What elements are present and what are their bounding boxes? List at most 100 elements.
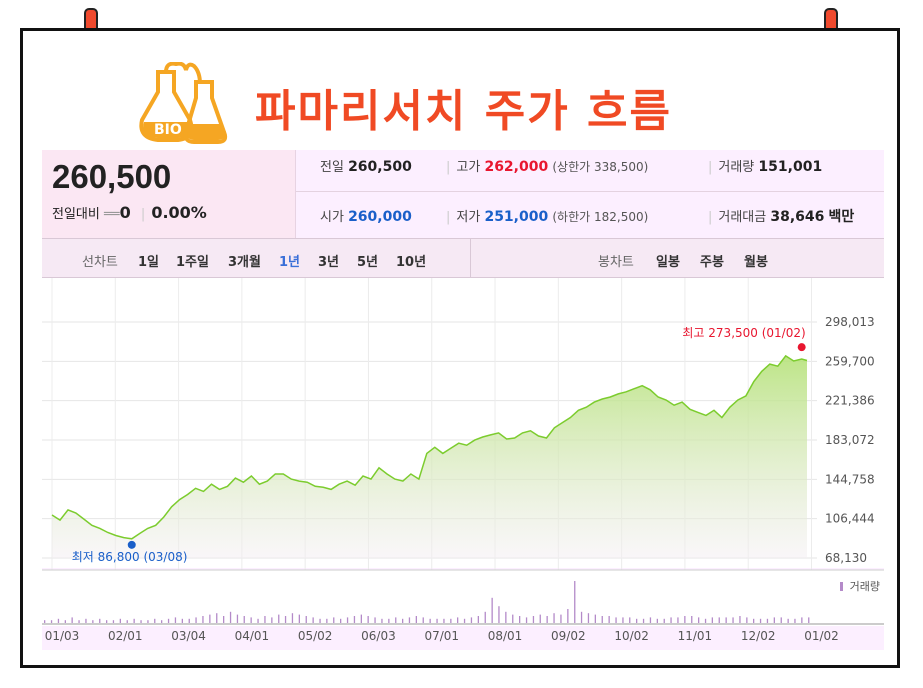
divider: | (446, 210, 451, 225)
volume-bar (594, 614, 596, 623)
volume-bar (271, 617, 273, 623)
volume-bar (794, 618, 796, 623)
volume-bar (457, 617, 459, 623)
volume-bar (140, 620, 142, 623)
change-pct: 0.00% (151, 203, 207, 222)
x-tick-label: 09/02 (551, 629, 586, 643)
divider: | (140, 207, 146, 222)
volume-bar (236, 614, 239, 623)
volume-bar (374, 617, 376, 623)
low-value: 251,000 (484, 209, 549, 225)
volume-bar (801, 617, 803, 623)
volume-background (42, 570, 884, 626)
tab-weekly[interactable]: 주봉 (700, 255, 724, 270)
tab-10year[interactable]: 10년 (396, 255, 427, 270)
volume-bar (395, 617, 397, 623)
volume-bar (243, 616, 245, 623)
divider: | (446, 160, 451, 175)
volume-bar (188, 618, 190, 623)
upper-limit: (상한가 338,500) (552, 160, 649, 174)
volume-bar (202, 616, 204, 623)
volume-bar (422, 617, 424, 623)
volume-bar (525, 617, 528, 623)
volume-bar (408, 617, 411, 623)
x-tick-label: 03/04 (171, 629, 206, 643)
tab-5year[interactable]: 5년 (357, 255, 379, 270)
volume-bar (615, 617, 617, 623)
volume-bar (119, 618, 121, 623)
volume-bar (216, 613, 218, 623)
volume-bar (732, 617, 734, 623)
change-value: 0 (119, 203, 131, 222)
volume-bar (691, 616, 693, 623)
volume-bar (642, 618, 645, 623)
volume-bar (381, 618, 383, 623)
x-tick-label: 07/01 (424, 629, 459, 643)
volume-bar (698, 617, 700, 623)
volume-bar (649, 617, 652, 623)
volume-bar (147, 620, 149, 623)
bio-flask-logo: BIO (139, 62, 228, 144)
volume-bar (746, 617, 748, 623)
volume-bar (670, 617, 672, 623)
volume-bar (505, 611, 507, 623)
volume-bar (167, 618, 170, 623)
low-price: | 저가 251,000 (하한가 182,500) (440, 206, 648, 225)
volume-bar (470, 617, 473, 623)
low-marker (127, 540, 136, 549)
tab-divider (470, 239, 471, 279)
x-tick-label: 12/02 (741, 629, 776, 643)
x-tick-label: 01/03 (45, 629, 80, 643)
tab-daily[interactable]: 일봉 (656, 255, 680, 270)
volume-bar (567, 609, 569, 623)
low-label: 저가 (456, 210, 481, 225)
stock-widget: 260,500 전일대비 ══0 | 0.00% 전일 260,500 | 고가 2… (42, 150, 884, 650)
x-tick-label: 08/01 (488, 629, 523, 643)
current-price: 260,500 (52, 158, 172, 195)
y-tick-label: 298,013 (825, 315, 875, 329)
tab-1year[interactable]: 1년 (279, 255, 301, 270)
volume-axis-label: 거래량 (850, 580, 880, 593)
logo-text: BIO (154, 122, 182, 138)
volume-bar (622, 617, 624, 623)
volume-bar (656, 618, 658, 623)
volume-bar (312, 617, 314, 623)
volume-bar (346, 617, 349, 623)
volume-bar (250, 617, 252, 623)
high-label: 고가 (456, 160, 481, 175)
volume-bar (684, 616, 686, 623)
volume-bar (539, 614, 541, 623)
volume-bar (574, 581, 576, 623)
volume-bar (415, 616, 417, 623)
x-tick-label: 11/01 (678, 629, 713, 643)
low-annotation: 최저 86,800 (03/08) (72, 550, 188, 564)
volume-bar (319, 618, 321, 623)
volume-bar (739, 616, 741, 623)
volume-bar (477, 616, 479, 623)
volume-bar (291, 613, 294, 623)
volume-bar (718, 617, 720, 623)
tab-3month[interactable]: 3개월 (228, 255, 261, 270)
volume-bar (484, 611, 486, 623)
volume-bar (85, 618, 87, 623)
volume-bar (333, 617, 335, 623)
volume-bar (92, 620, 94, 623)
amount-label: 거래대금 (718, 210, 767, 225)
volume-bar (305, 616, 307, 623)
x-tick-label: 01/02 (804, 629, 839, 643)
volume-bar (257, 618, 259, 623)
candle-chart-label: 봉차트 (598, 255, 634, 270)
volume-bar (560, 614, 562, 623)
tab-monthly[interactable]: 월봉 (744, 255, 768, 270)
tab-3year[interactable]: 3년 (318, 255, 340, 270)
tab-1week[interactable]: 1주일 (176, 255, 209, 270)
volume-bar (340, 618, 342, 623)
tab-1day[interactable]: 1일 (138, 255, 160, 270)
volume-bar (278, 614, 280, 623)
volume-bar (636, 618, 638, 623)
divider: | (708, 210, 713, 225)
volume-bar (753, 618, 755, 623)
volume-bar (367, 616, 369, 623)
volume-bar (429, 618, 431, 623)
volume-bar (587, 613, 590, 623)
